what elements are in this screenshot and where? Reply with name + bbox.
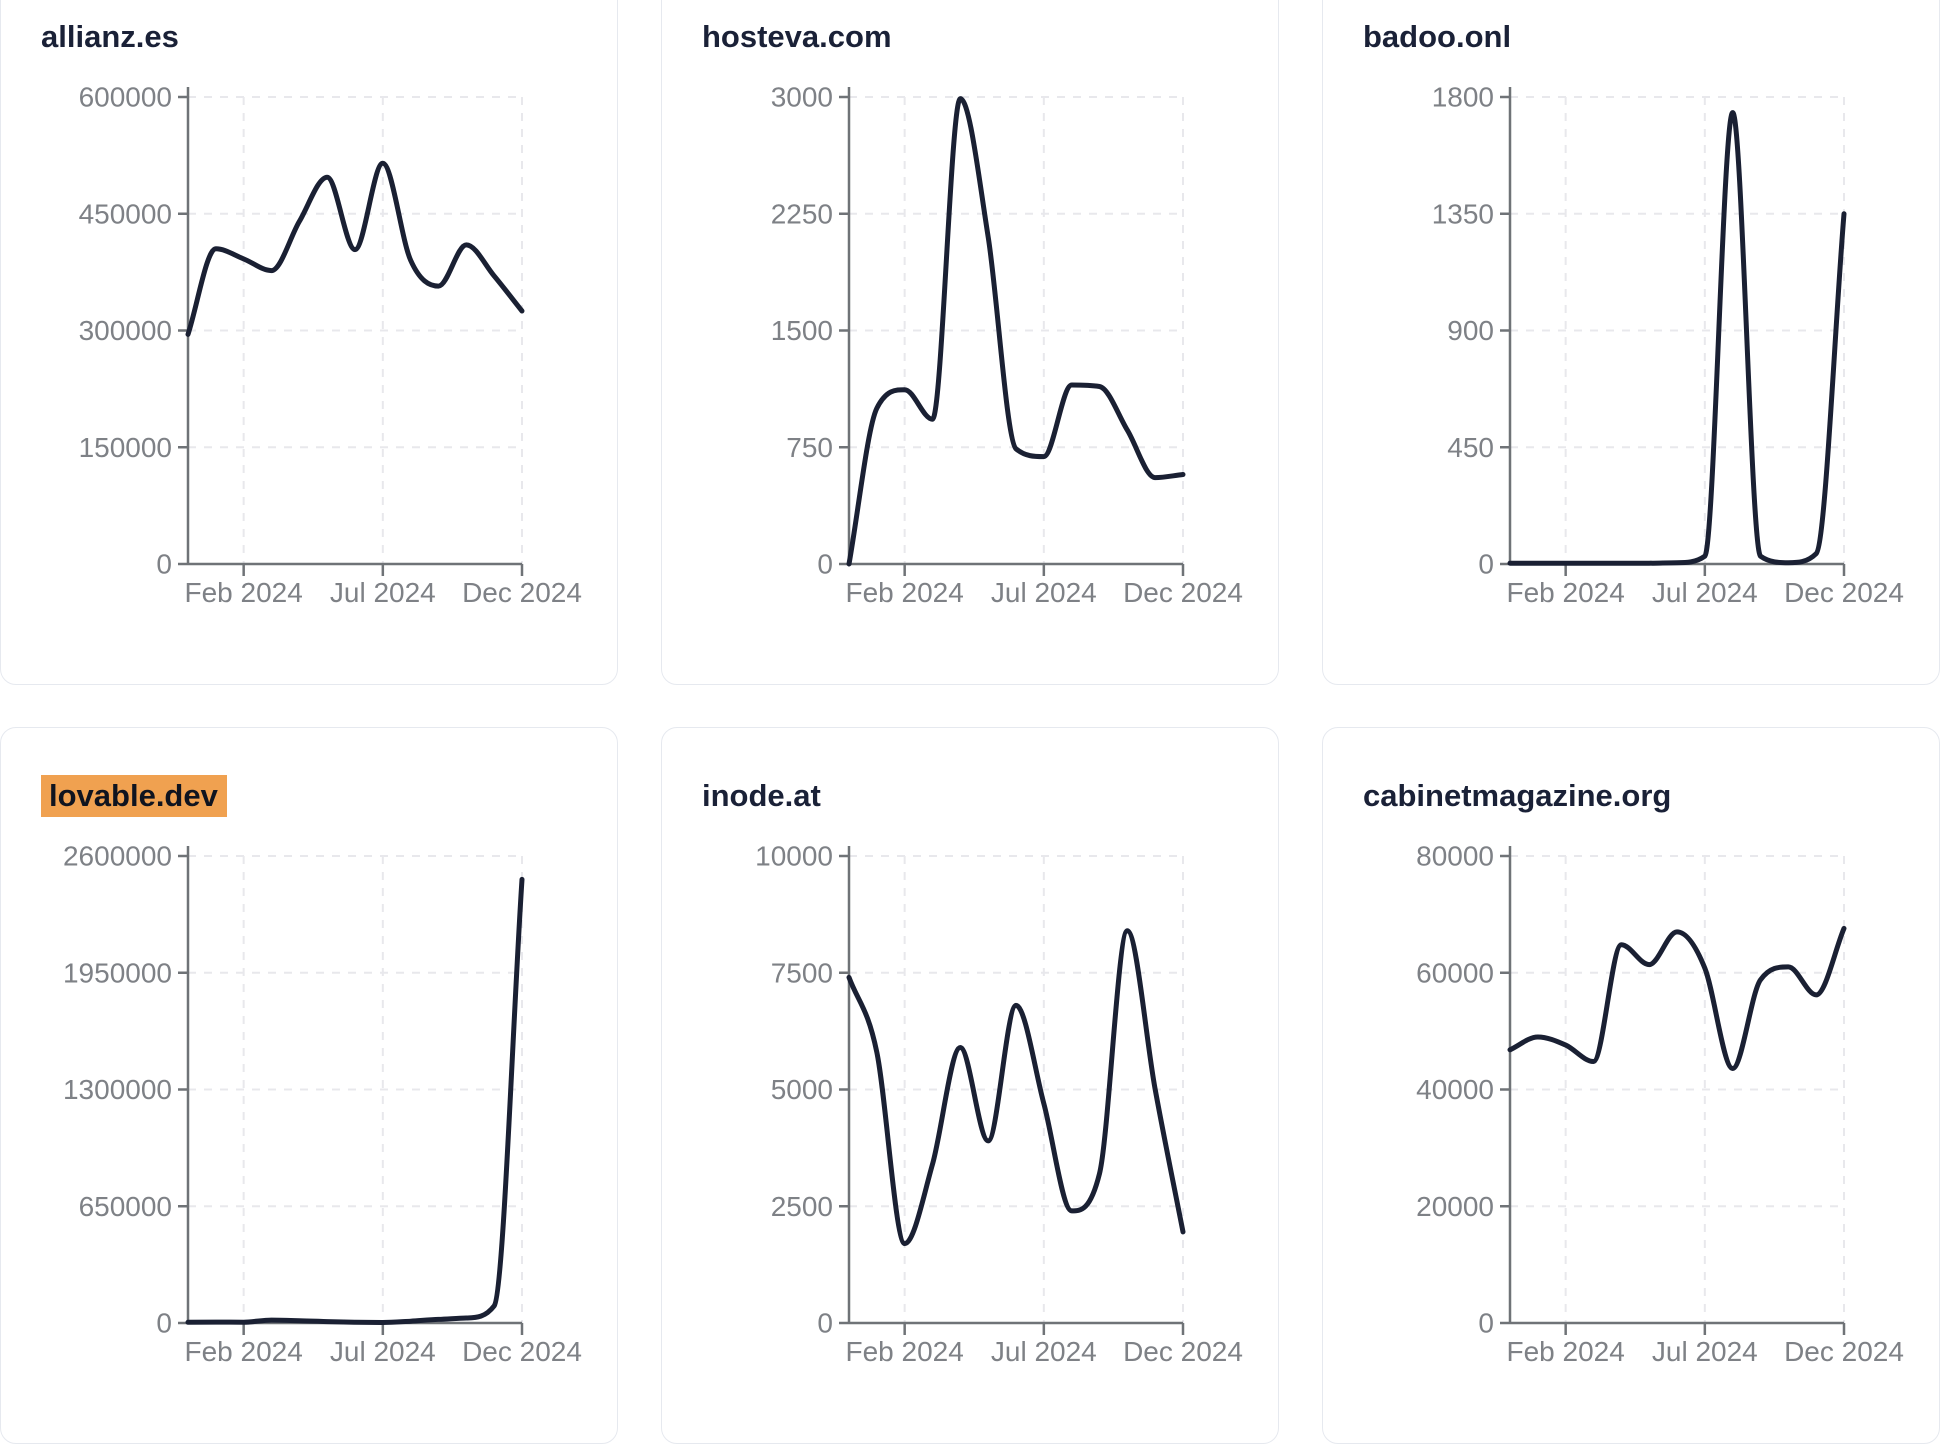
x-axis-tick-label: Feb 2024 <box>1507 1336 1625 1367</box>
y-axis-tick-label: 10000 <box>755 841 833 872</box>
y-axis-tick-label: 7500 <box>771 957 833 988</box>
line-chart-cabinetmagazine: 0 20000 40000 60000 80000 Feb 2024 Jul 2024 Dec… <box>1416 841 1904 1368</box>
chart-title: allianz.es <box>41 19 179 55</box>
line-chart-hosteva: 0 750 1500 2250 3000 Feb 2024 Jul 2024 Dec 2024 <box>771 82 1243 609</box>
y-axis-tick-label: 0 <box>817 1308 833 1339</box>
line-chart-allianz: 0 150000 300000 450000 600000 Feb 2024 Jul 202… <box>79 82 582 609</box>
x-axis-tick-label: Jul 2024 <box>1652 1336 1758 1367</box>
series-line <box>185 876 525 1325</box>
chart-card-badoo: 0 450 900 1350 1800 Feb 2024 Jul 2024 Dec 2024 … <box>1322 0 1940 685</box>
y-axis-tick-label: 2600000 <box>63 841 172 872</box>
line-chart-lovable: 0 650000 1300000 1950000 2600000 Feb 2024 Jul … <box>63 841 582 1368</box>
x-axis-tick-label: Dec 2024 <box>1123 577 1243 608</box>
chart-title: lovable.dev <box>41 775 227 817</box>
domain-label: badoo.onl <box>1363 19 1512 54</box>
domain-label-highlighted: lovable.dev <box>41 775 227 817</box>
chart-card-hosteva: 0 750 1500 2250 3000 Feb 2024 Jul 2024 Dec 2024… <box>661 0 1279 685</box>
chart-card-inode: 0 2500 5000 7500 10000 Feb 2024 Jul 2024 Dec 20… <box>661 727 1279 1444</box>
chart-title: hosteva.com <box>702 19 892 55</box>
series-line <box>185 160 525 337</box>
x-axis-tick-label: Feb 2024 <box>185 1336 303 1367</box>
x-axis-tick-label: Feb 2024 <box>1507 577 1625 608</box>
y-axis-tick-label: 2500 <box>771 1191 833 1222</box>
chart-title: cabinetmagazine.org <box>1363 778 1671 814</box>
x-axis-tick-label: Jul 2024 <box>1652 577 1758 608</box>
x-axis-tick-label: Dec 2024 <box>1784 577 1904 608</box>
y-axis-tick-label: 40000 <box>1416 1074 1494 1105</box>
y-axis-tick-label: 0 <box>1478 549 1494 580</box>
y-axis-tick-label: 60000 <box>1416 957 1494 988</box>
y-axis-tick-label: 750 <box>786 432 833 463</box>
x-axis-tick-label: Feb 2024 <box>846 577 964 608</box>
y-axis-tick-label: 20000 <box>1416 1191 1494 1222</box>
line-chart-badoo: 0 450 900 1350 1800 Feb 2024 Jul 2024 Dec 2024 <box>1432 82 1904 609</box>
x-axis-tick-label: Jul 2024 <box>330 577 436 608</box>
line-chart-inode: 0 2500 5000 7500 10000 Feb 2024 Jul 2024 Dec 20… <box>755 841 1243 1368</box>
series-line <box>1507 925 1847 1071</box>
domain-label: hosteva.com <box>702 19 892 54</box>
y-axis-tick-label: 0 <box>156 1308 172 1339</box>
y-axis-tick-label: 1800 <box>1432 82 1494 113</box>
y-axis-tick-label: 80000 <box>1416 841 1494 872</box>
y-axis-tick-label: 900 <box>1447 315 1494 346</box>
y-axis-tick-label: 150000 <box>79 432 172 463</box>
y-axis-tick-label: 300000 <box>79 315 172 346</box>
y-axis-tick-label: 0 <box>817 549 833 580</box>
series-line <box>846 928 1186 1247</box>
y-axis-tick-label: 0 <box>156 549 172 580</box>
y-axis-tick-label: 650000 <box>79 1191 172 1222</box>
y-axis-tick-label: 2250 <box>771 198 833 229</box>
y-axis-tick-label: 1950000 <box>63 957 172 988</box>
chart-card-lovable: 0 650000 1300000 1950000 2600000 Feb 2024 Jul … <box>0 727 618 1444</box>
chart-title: badoo.onl <box>1363 19 1511 55</box>
chart-card-allianz: 0 150000 300000 450000 600000 Feb 2024 Jul 202… <box>0 0 618 685</box>
chart-title: inode.at <box>702 778 821 814</box>
y-axis-tick-label: 1350 <box>1432 198 1494 229</box>
series-line <box>1507 110 1847 566</box>
y-axis-tick-label: 0 <box>1478 1308 1494 1339</box>
x-axis-tick-label: Feb 2024 <box>185 577 303 608</box>
x-axis-tick-label: Feb 2024 <box>846 1336 964 1367</box>
x-axis-tick-label: Jul 2024 <box>991 577 1097 608</box>
x-axis-tick-label: Dec 2024 <box>462 577 582 608</box>
x-axis-tick-label: Dec 2024 <box>1784 1336 1904 1367</box>
y-axis-tick-label: 3000 <box>771 82 833 113</box>
x-axis-tick-label: Dec 2024 <box>1123 1336 1243 1367</box>
y-axis-tick-label: 5000 <box>771 1074 833 1105</box>
domain-label: cabinetmagazine.org <box>1363 778 1672 813</box>
series-line <box>846 96 1186 567</box>
y-axis-tick-label: 1300000 <box>63 1074 172 1105</box>
x-axis-tick-label: Dec 2024 <box>462 1336 582 1367</box>
x-axis-tick-label: Jul 2024 <box>330 1336 436 1367</box>
y-axis-tick-label: 1500 <box>771 315 833 346</box>
domain-label: inode.at <box>702 778 821 813</box>
y-axis-tick-label: 600000 <box>79 82 172 113</box>
y-axis-tick-label: 450 <box>1447 432 1494 463</box>
domain-label: allianz.es <box>41 19 179 54</box>
x-axis-tick-label: Jul 2024 <box>991 1336 1097 1367</box>
y-axis-tick-label: 450000 <box>79 198 172 229</box>
chart-card-cabinetmagazine: 0 20000 40000 60000 80000 Feb 2024 Jul 2024 Dec… <box>1322 727 1940 1444</box>
